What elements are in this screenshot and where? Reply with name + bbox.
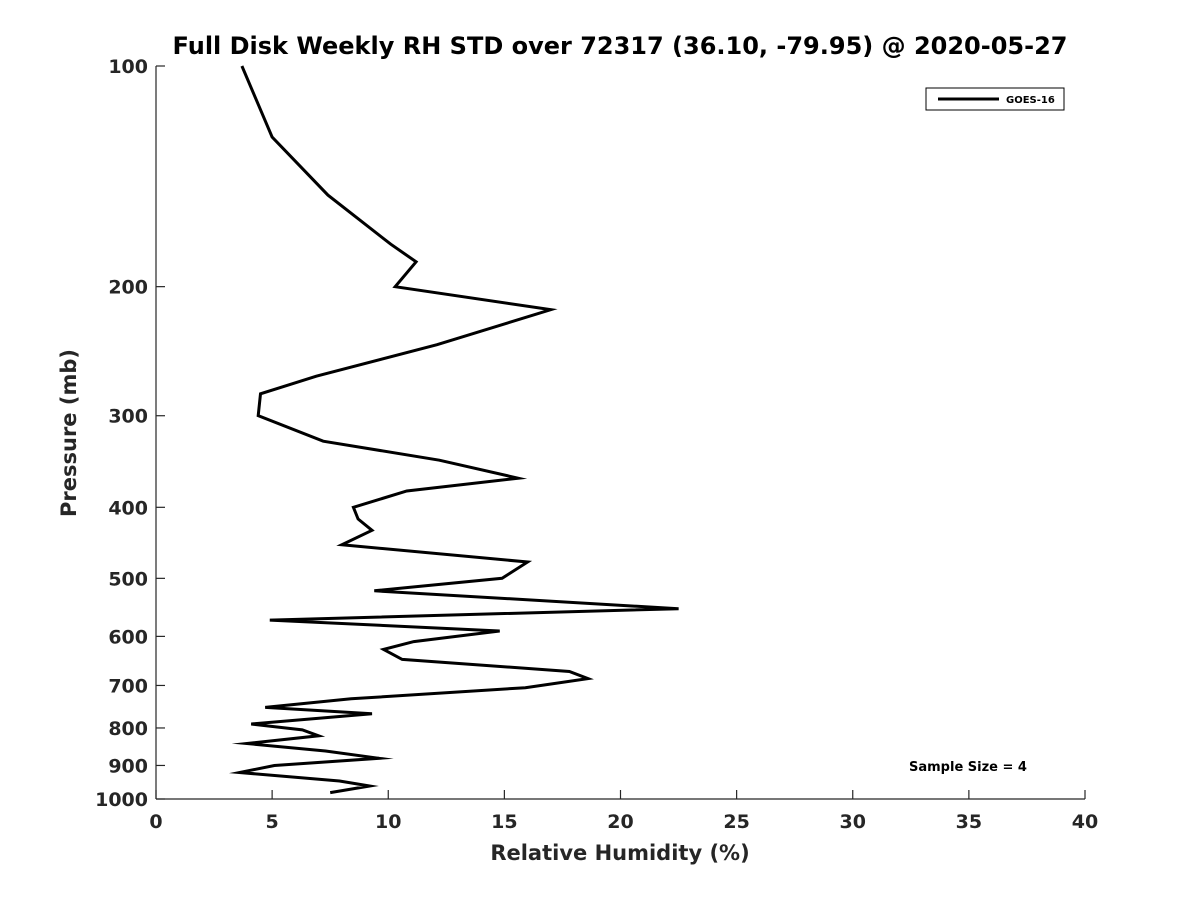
y-tick-label: 600 (108, 626, 148, 648)
y-tick-label: 800 (108, 718, 148, 740)
x-axis-label: Relative Humidity (%) (490, 841, 749, 865)
sample-size-annotation: Sample Size = 4 (909, 760, 1027, 775)
x-tick-label: 15 (491, 811, 517, 833)
x-tick-label: 30 (840, 811, 866, 833)
y-axis-label: Pressure (mb) (57, 349, 81, 517)
series-lines (228, 65, 679, 795)
legend: GOES-16 (925, 87, 1065, 111)
y-tick-label: 300 (108, 406, 148, 428)
y-tick-label: 700 (108, 675, 148, 697)
y-tick-label: 100 (108, 56, 148, 78)
series-line-goes-16 (228, 65, 679, 795)
chart-title: Full Disk Weekly RH STD over 72317 (36.1… (173, 32, 1068, 60)
x-tick-label: 5 (266, 811, 279, 833)
legend-label-goes-16: GOES-16 (1006, 95, 1055, 106)
y-axis-ticks: 100 200 300 400 500 600 700 800 900 1000 (95, 56, 165, 811)
x-tick-label: 40 (1072, 811, 1098, 833)
x-tick-label: 35 (956, 811, 982, 833)
x-tick-label: 20 (607, 811, 633, 833)
y-tick-label: 500 (108, 568, 148, 590)
y-tick-label: 200 (108, 277, 148, 299)
x-tick-label: 25 (723, 811, 749, 833)
y-tick-label: 400 (108, 497, 148, 519)
x-tick-label: 0 (149, 811, 162, 833)
x-tick-label: 10 (375, 811, 401, 833)
y-tick-label: 1000 (95, 789, 148, 811)
x-axis-ticks: 0 5 10 15 20 25 30 35 40 (149, 790, 1098, 833)
y-tick-label: 900 (108, 755, 148, 777)
